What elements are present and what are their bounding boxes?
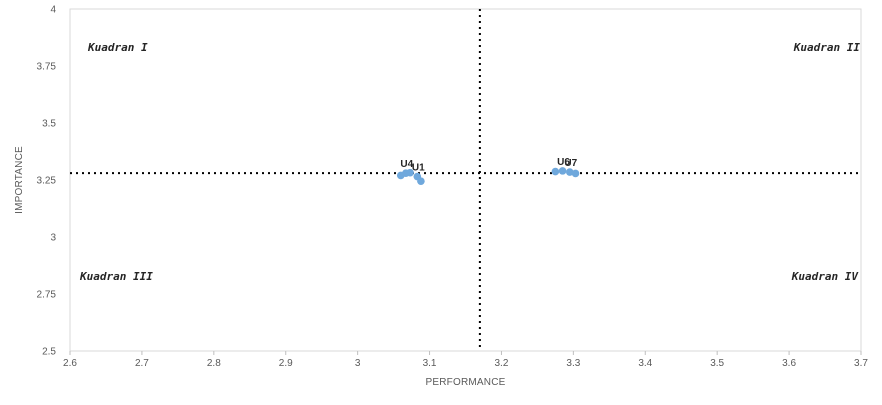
data-point [571,169,580,178]
y-tick-label: 3.75 [37,62,57,73]
x-axis-ticks: 2.6 2.7 2.8 2.9 3 3.1 3.2 3.3 3.4 3.5 3.6 3.7 [63,351,868,369]
x-tick-label: 2.8 [207,358,221,369]
x-tick-label: 3.6 [782,358,796,369]
quadrant-labels: Kuadran I Kuadran II Kuadran III Kuadran IV [79,41,860,283]
data-points [396,167,580,185]
data-point [558,167,567,175]
quadrant-label: Kuadran I [87,41,148,54]
data-point [551,167,560,176]
x-tick-label: 3.2 [495,358,509,369]
x-tick-label: 3 [355,358,361,369]
x-tick-label: 3.4 [638,358,652,369]
data-point [417,177,425,185]
data-point-label: U4 [400,159,413,170]
y-axis-ticks: 2.5 2.75 3 3.25 3.5 3.75 4 [37,5,57,358]
y-tick-label: 3 [50,233,56,244]
x-tick-label: 2.7 [135,358,149,369]
quadrant-label: Kuadran IV [791,270,860,283]
x-tick-label: 2.9 [279,358,293,369]
x-tick-label: 3.7 [854,358,868,369]
quadrant-label: Kuadran II [793,41,861,54]
x-tick-label: 3.3 [566,358,580,369]
x-tick-label: 2.6 [63,358,77,369]
y-axis-title: IMPORTANCE [14,146,25,214]
y-tick-label: 3.5 [42,119,56,130]
data-point [565,168,574,176]
data-point [406,168,414,177]
quadrant-label: Kuadran III [79,270,153,283]
x-axis-title: PERFORMANCE [426,377,506,388]
x-tick-label: 3.5 [710,358,724,369]
plot-area [69,8,862,352]
y-tick-label: 4 [50,5,56,16]
y-tick-label: 3.25 [37,176,57,187]
data-point-label: U1 [412,163,425,174]
data-point-label: U7 [564,158,577,169]
y-tick-label: 2.5 [42,347,56,358]
y-tick-label: 2.75 [37,290,57,301]
x-tick-label: 3.1 [423,358,437,369]
data-point-label: U6 [557,157,570,168]
